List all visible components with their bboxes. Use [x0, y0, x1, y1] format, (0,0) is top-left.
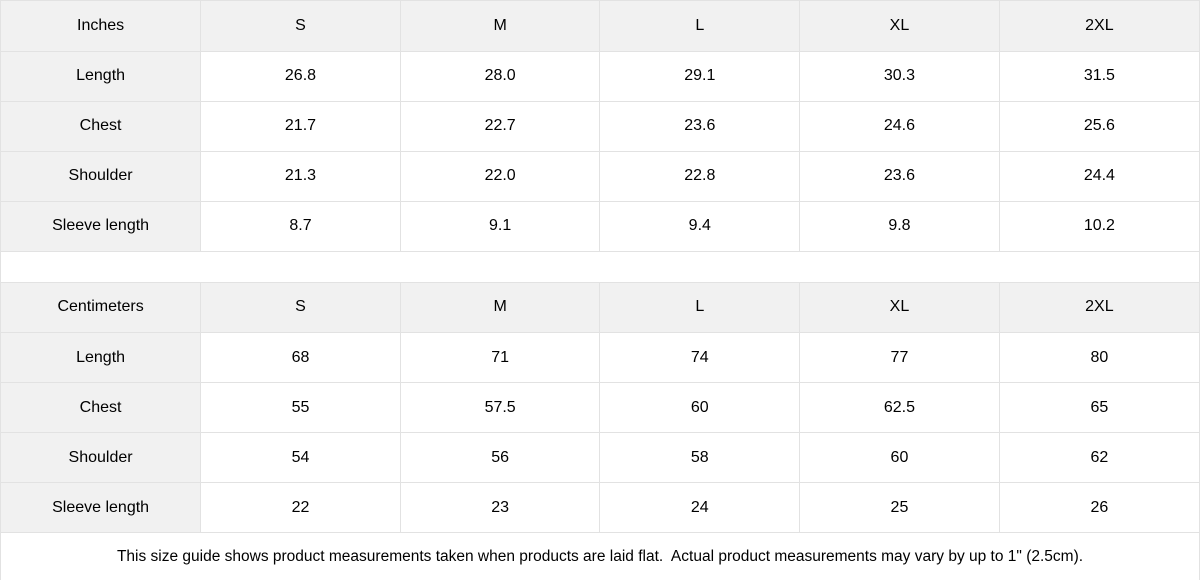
value-cell: 23.6 — [799, 151, 1000, 202]
header-row: Centimeters S M L XL 2XL — [1, 282, 1199, 333]
centimeters-table: Centimeters S M L XL 2XL Length 68 71 74… — [1, 282, 1199, 533]
value-cell: 22 — [200, 482, 401, 533]
value-cell: 57.5 — [400, 382, 601, 433]
table-spacer — [1, 251, 1199, 283]
value-cell: 23 — [400, 482, 601, 533]
inches-table: Inches S M L XL 2XL Length 26.8 28.0 29.… — [1, 1, 1199, 252]
value-cell: 55 — [200, 382, 401, 433]
table-row: Shoulder 21.3 22.0 22.8 23.6 24.4 — [1, 151, 1199, 202]
row-label-cell: Chest — [1, 101, 202, 152]
value-cell: 24.6 — [799, 101, 1000, 152]
value-cell: 60 — [799, 432, 1000, 483]
size-guide-note: This size guide shows product measuremen… — [1, 533, 1199, 580]
unit-header-cell: Centimeters — [1, 282, 202, 333]
value-cell: 65 — [999, 382, 1199, 433]
value-cell: 74 — [599, 332, 801, 383]
size-header-cell: S — [200, 282, 401, 333]
value-cell: 71 — [400, 332, 601, 383]
value-cell: 24.4 — [999, 151, 1199, 202]
value-cell: 21.7 — [200, 101, 401, 152]
value-cell: 8.7 — [200, 201, 401, 252]
unit-header-cell: Inches — [1, 1, 202, 52]
value-cell: 22.0 — [400, 151, 601, 202]
size-header-cell: XL — [799, 282, 1000, 333]
table-row: Chest 21.7 22.7 23.6 24.6 25.6 — [1, 101, 1199, 152]
size-header-cell: M — [400, 1, 601, 52]
size-header-cell: 2XL — [999, 282, 1199, 333]
value-cell: 62.5 — [799, 382, 1000, 433]
value-cell: 25.6 — [999, 101, 1199, 152]
table-row: Length 68 71 74 77 80 — [1, 332, 1199, 383]
size-header-cell: 2XL — [999, 1, 1199, 52]
value-cell: 68 — [200, 332, 401, 383]
value-cell: 28.0 — [400, 51, 601, 102]
row-label-cell: Shoulder — [1, 432, 202, 483]
table-row: Length 26.8 28.0 29.1 30.3 31.5 — [1, 51, 1199, 102]
row-label-cell: Sleeve length — [1, 201, 202, 252]
value-cell: 22.8 — [599, 151, 801, 202]
size-header-cell: S — [200, 1, 401, 52]
value-cell: 9.4 — [599, 201, 801, 252]
value-cell: 58 — [599, 432, 801, 483]
table-row: Sleeve length 22 23 24 25 26 — [1, 482, 1199, 533]
table-row: Shoulder 54 56 58 60 62 — [1, 432, 1199, 483]
size-header-cell: L — [599, 1, 801, 52]
table-row: Chest 55 57.5 60 62.5 65 — [1, 382, 1199, 433]
value-cell: 60 — [599, 382, 801, 433]
row-label-cell: Shoulder — [1, 151, 202, 202]
value-cell: 26 — [999, 482, 1199, 533]
table-row: Sleeve length 8.7 9.1 9.4 9.8 10.2 — [1, 201, 1199, 252]
row-label-cell: Length — [1, 332, 202, 383]
size-header-cell: M — [400, 282, 601, 333]
value-cell: 21.3 — [200, 151, 401, 202]
row-label-cell: Length — [1, 51, 202, 102]
size-header-cell: L — [599, 282, 801, 333]
value-cell: 77 — [799, 332, 1000, 383]
row-label-cell: Chest — [1, 382, 202, 433]
value-cell: 62 — [999, 432, 1199, 483]
value-cell: 23.6 — [599, 101, 801, 152]
header-row: Inches S M L XL 2XL — [1, 1, 1199, 52]
value-cell: 9.8 — [799, 201, 1000, 252]
value-cell: 24 — [599, 482, 801, 533]
value-cell: 10.2 — [999, 201, 1199, 252]
value-cell: 30.3 — [799, 51, 1000, 102]
value-cell: 25 — [799, 482, 1000, 533]
value-cell: 29.1 — [599, 51, 801, 102]
value-cell: 80 — [999, 332, 1199, 383]
value-cell: 26.8 — [200, 51, 401, 102]
value-cell: 9.1 — [400, 201, 601, 252]
row-label-cell: Sleeve length — [1, 482, 202, 533]
value-cell: 31.5 — [999, 51, 1199, 102]
value-cell: 54 — [200, 432, 401, 483]
value-cell: 22.7 — [400, 101, 601, 152]
value-cell: 56 — [400, 432, 601, 483]
size-header-cell: XL — [799, 1, 1000, 52]
